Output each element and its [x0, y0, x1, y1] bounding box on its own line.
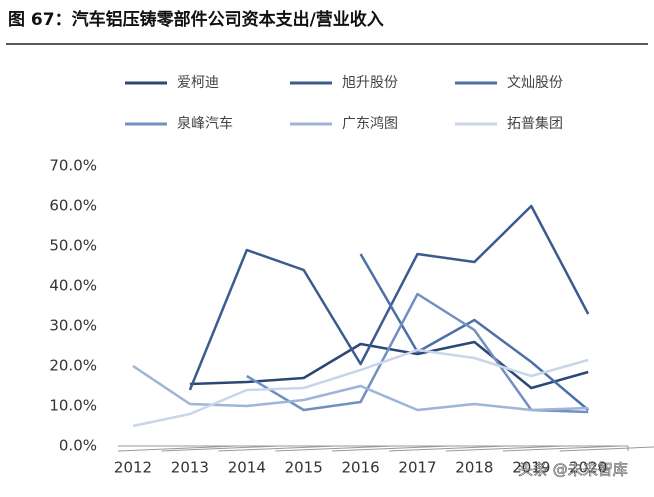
x-tick — [218, 445, 337, 452]
chart-title: 图 67：汽车铝压铸零部件公司资本支出/营业收入 — [8, 9, 384, 30]
y-tick-label: 30.0% — [49, 317, 97, 335]
y-tick-label: 10.0% — [49, 397, 97, 415]
x-tick-label: 2014 — [228, 459, 266, 477]
y-tick-label: 40.0% — [49, 277, 97, 295]
x-tick-label: 2017 — [398, 459, 436, 477]
y-tick-label: 20.0% — [49, 357, 97, 375]
y-tick-label: 70.0% — [49, 157, 97, 175]
x-tick — [445, 445, 564, 452]
y-tick-label: 50.0% — [49, 237, 97, 255]
series-line — [132, 348, 589, 428]
x-tick — [161, 445, 280, 452]
x-tick-label: 2013 — [171, 459, 209, 477]
y-tick-label: 0.0% — [59, 437, 97, 455]
y-tick-label: 60.0% — [49, 197, 97, 215]
x-tick — [389, 445, 508, 452]
legend-label: 广东鸿图 — [342, 115, 398, 132]
x-tick-label: 2015 — [285, 459, 323, 477]
x-tick — [332, 445, 451, 452]
legend-label: 旭升股份 — [342, 75, 398, 91]
series-line — [188, 204, 590, 391]
x-tick — [502, 445, 621, 452]
x-tick — [275, 445, 394, 452]
legend-label: 泉峰汽车 — [177, 115, 233, 132]
x-tick — [117, 445, 237, 452]
x-tick-label: 2019 — [512, 459, 550, 477]
x-tick-label: 2012 — [114, 459, 152, 477]
x-tick-label: 2020 — [569, 459, 607, 477]
x-tick-label: 2018 — [455, 459, 493, 477]
watermark: 头条 @未来智库 — [518, 461, 628, 479]
legend-label: 文灿股份 — [507, 75, 563, 91]
legend-label: 爱柯迪 — [177, 75, 219, 91]
series-line — [359, 253, 590, 411]
x-tick-label: 2016 — [342, 459, 380, 477]
legend-label: 拓普集团 — [507, 115, 563, 132]
x-tick — [559, 446, 654, 452]
